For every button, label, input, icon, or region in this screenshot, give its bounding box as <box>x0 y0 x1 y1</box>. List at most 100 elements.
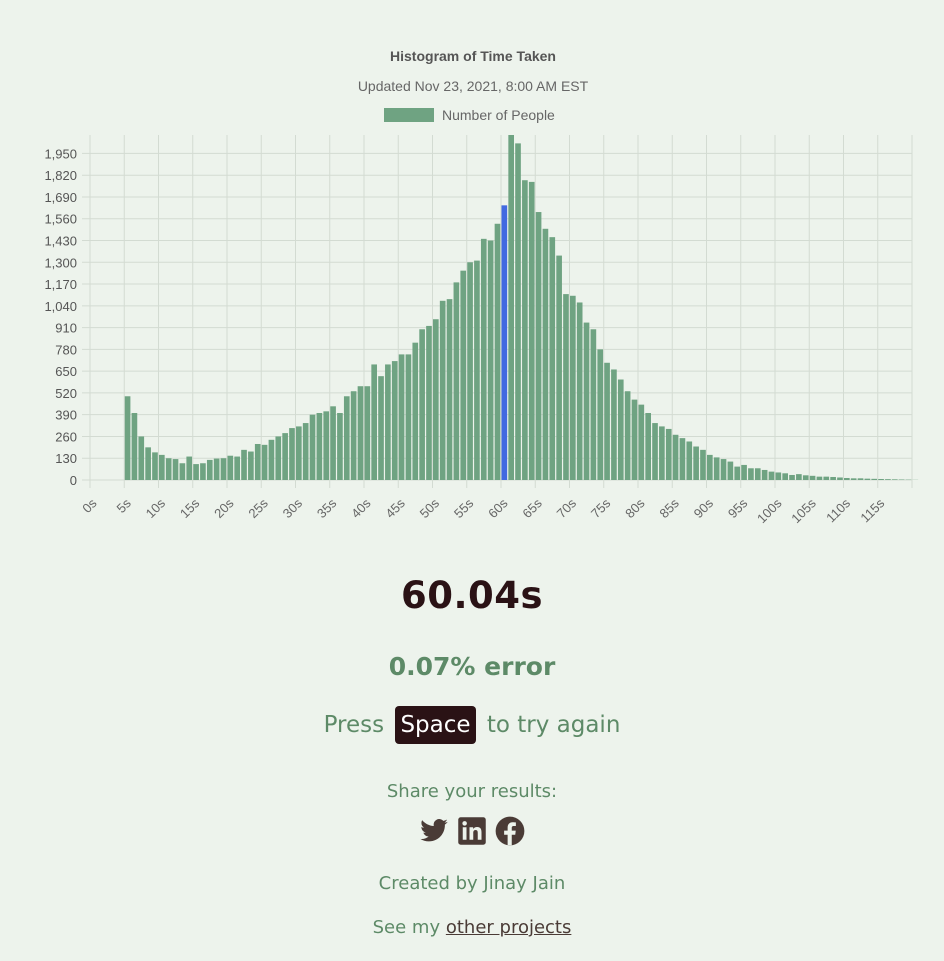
bar <box>809 475 816 480</box>
bar <box>419 329 425 480</box>
bar <box>645 413 651 480</box>
y-tick-label: 1,170 <box>44 277 77 292</box>
y-tick-label: 1,430 <box>44 234 77 249</box>
histogram-chart: Histogram of Time Taken Updated Nov 23, … <box>44 48 919 526</box>
credit-text: Created by Jinay Jain <box>378 873 566 894</box>
bar <box>830 476 836 480</box>
bar <box>186 456 193 480</box>
chart-subtitle: Updated Nov 23, 2021, 8:00 AM EST <box>358 78 589 94</box>
bar <box>323 411 330 480</box>
y-tick-label: 1,560 <box>44 212 77 227</box>
bar <box>453 282 460 480</box>
bar <box>206 459 213 480</box>
bar <box>700 449 706 480</box>
bar <box>159 454 165 480</box>
bar <box>165 458 172 480</box>
x-tick-label: 60s <box>485 495 511 521</box>
bar <box>357 386 364 480</box>
space-key-badge[interactable]: Space <box>395 706 476 744</box>
bar <box>816 476 823 480</box>
y-tick-label: 780 <box>55 342 77 357</box>
y-tick-label: 1,950 <box>44 146 77 161</box>
bar <box>528 181 535 481</box>
x-tick-label: 85s <box>656 495 682 521</box>
time-result: 60.04s <box>400 574 544 617</box>
legend-label[interactable]: Number of People <box>442 107 555 123</box>
twitter-icon[interactable] <box>419 816 449 846</box>
bar <box>686 441 693 480</box>
histogram-svg: Histogram of Time Taken Updated Nov 23, … <box>44 48 919 526</box>
bar <box>371 364 377 480</box>
bar <box>254 443 261 480</box>
bar <box>378 376 384 480</box>
bar <box>576 302 583 480</box>
bar <box>439 300 446 480</box>
see-my-text: See my <box>372 917 441 938</box>
bar <box>124 396 131 480</box>
bar <box>624 391 631 480</box>
bar <box>768 471 775 480</box>
bar <box>289 428 295 480</box>
bar <box>405 354 412 480</box>
bar <box>775 472 782 480</box>
bar <box>343 396 350 480</box>
bar <box>891 479 898 480</box>
bar <box>494 223 501 480</box>
bar <box>679 438 686 480</box>
bar-series <box>124 135 919 481</box>
bar <box>179 463 186 480</box>
bar <box>734 466 741 480</box>
other-projects-link[interactable]: other projects <box>445 917 572 938</box>
bar <box>638 404 645 480</box>
bar <box>467 262 473 480</box>
bar <box>268 439 275 480</box>
bar <box>796 474 802 480</box>
bar <box>138 436 145 480</box>
bar <box>871 478 878 480</box>
facebook-icon[interactable] <box>495 816 525 846</box>
bar <box>563 294 569 480</box>
bar <box>885 479 891 480</box>
bar <box>241 449 247 480</box>
x-tick-label: 5s <box>113 495 134 516</box>
chart-title: Histogram of Time Taken <box>390 48 556 64</box>
x-tick-label: 80s <box>622 495 648 521</box>
more-projects: See my other projects <box>0 917 944 938</box>
linkedin-icon[interactable] <box>457 816 487 846</box>
bar <box>446 299 453 480</box>
bar <box>391 361 398 480</box>
x-tick-label: 40s <box>348 495 374 521</box>
legend-swatch[interactable] <box>384 108 434 122</box>
x-tick-label: 50s <box>417 495 443 521</box>
bar <box>659 426 665 480</box>
bar <box>542 228 549 480</box>
bar <box>741 464 747 480</box>
bar <box>282 433 288 480</box>
bar <box>227 455 234 480</box>
bar <box>857 478 864 480</box>
x-tick-label: 95s <box>725 495 751 521</box>
x-tick-label: 20s <box>211 495 237 521</box>
x-tick-label: 0s <box>79 495 100 516</box>
bar <box>583 322 590 480</box>
x-tick-label: 25s <box>245 495 271 521</box>
bar <box>789 474 795 480</box>
bar <box>570 295 576 480</box>
error-result: 0.07% error <box>388 652 556 681</box>
bar <box>296 426 302 480</box>
y-tick-label: 390 <box>55 408 77 423</box>
x-tick-label: 75s <box>588 495 614 521</box>
bar <box>549 237 556 480</box>
bar <box>460 270 467 480</box>
bar <box>275 436 282 480</box>
bar <box>665 428 672 480</box>
bar <box>302 423 309 480</box>
bar <box>864 478 871 480</box>
x-tick-label: 55s <box>451 495 477 521</box>
bar <box>713 457 720 480</box>
bar <box>480 238 487 480</box>
bar <box>782 473 788 480</box>
bar <box>707 454 713 480</box>
x-tick-label: 70s <box>554 495 580 521</box>
bar <box>652 423 658 480</box>
